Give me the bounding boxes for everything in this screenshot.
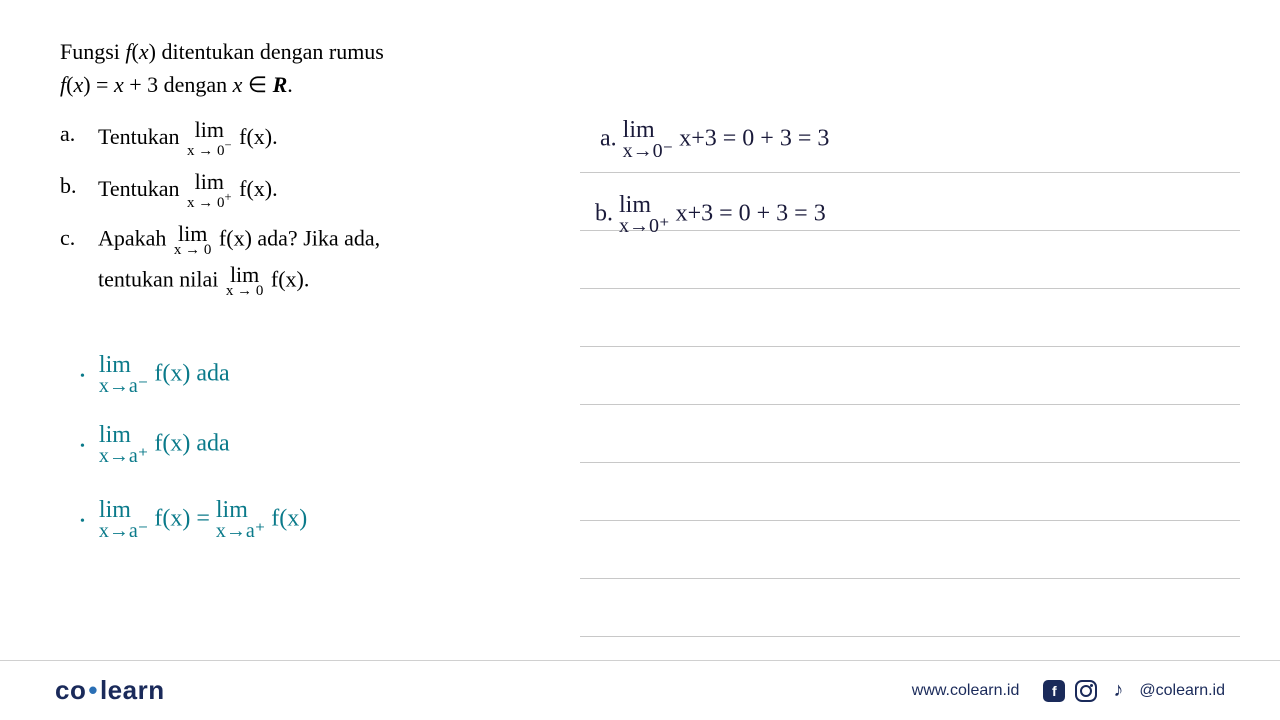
text: + 3 dengan xyxy=(124,72,233,97)
paren: ( xyxy=(132,39,139,64)
limit-notation: limx → 0 xyxy=(226,264,264,299)
social-icons: f ♪ @colearn.id xyxy=(1043,680,1225,702)
footer: co•learn www.colearn.id f ♪ @colearn.id xyxy=(0,660,1280,720)
x: x xyxy=(114,72,124,97)
logo-dot: • xyxy=(88,675,98,705)
logo-co: co xyxy=(55,675,86,705)
c-line2: tentukan nilai limx → 0 f(x). xyxy=(98,264,380,299)
lim-sub: x → 0− xyxy=(187,139,232,159)
c-line1: Apakah limx → 0 f(x) ada? Jika ada, xyxy=(98,223,380,258)
pre: Tentukan xyxy=(98,124,185,149)
limit-notation: limx → 0+ xyxy=(187,171,232,211)
handwritten-note-3: • limx→a⁻ f(x) = limx→a⁺ f(x) xyxy=(80,500,307,540)
rule-line xyxy=(580,463,1240,521)
logo-learn: learn xyxy=(100,675,165,705)
label: b. xyxy=(595,200,613,226)
brand-logo: co•learn xyxy=(55,675,165,706)
intro-line-1: Fungsi f(x) ditentukan dengan rumus xyxy=(60,35,560,68)
text: Fungsi xyxy=(60,39,125,64)
tiktok-icon: ♪ xyxy=(1107,680,1129,702)
label-b: b. xyxy=(60,171,98,211)
lim: lim xyxy=(195,119,224,141)
text: ) ditentukan dengan rumus xyxy=(149,39,384,64)
real: R xyxy=(273,72,288,97)
lim-block: limx→a⁻ xyxy=(99,355,148,395)
lim-block: limx→a⁻ xyxy=(99,500,148,540)
intro-line-2: f(x) = x + 3 dengan x ∈ R. xyxy=(60,68,560,101)
rule-line xyxy=(580,347,1240,405)
label: a. xyxy=(600,125,617,151)
question-c: c. Apakah limx → 0 f(x) ada? Jika ada, t… xyxy=(60,223,560,299)
facebook-icon: f xyxy=(1043,680,1065,702)
rule-line xyxy=(580,521,1240,579)
question-b: b. Tentukan limx → 0+ f(x). xyxy=(60,171,560,211)
in: ∈ xyxy=(242,72,272,97)
lim-block: limx→a⁺ xyxy=(99,425,148,465)
pre: Tentukan xyxy=(98,176,185,201)
text-c: Apakah limx → 0 f(x) ada? Jika ada, tent… xyxy=(98,223,380,299)
rule-line xyxy=(580,231,1240,289)
handwritten-answer-b: b. limx→0⁺ x+3 = 0 + 3 = 3 xyxy=(595,195,826,235)
rule-line xyxy=(580,579,1240,637)
handwritten-answer-a: a. limx→0⁻ x+3 = 0 + 3 = 3 xyxy=(600,120,829,160)
lim-block: limx→0⁻ xyxy=(623,120,674,160)
label-a: a. xyxy=(60,119,98,159)
fx-x: x xyxy=(139,39,149,64)
social-handle: @colearn.id xyxy=(1139,682,1225,700)
limit-notation: limx → 0 xyxy=(174,223,212,258)
lim-block: limx→0⁺ xyxy=(619,195,670,235)
handwritten-note-2: • limx→a⁺ f(x) ada xyxy=(80,425,230,465)
lim-block: limx→a⁺ xyxy=(216,500,265,540)
website-url: www.colearn.id xyxy=(912,682,1020,700)
question-a: a. Tentukan limx → 0− f(x). xyxy=(60,119,560,159)
rule-line xyxy=(580,289,1240,347)
ruled-lines xyxy=(580,115,1240,637)
x: x xyxy=(73,72,83,97)
limit-notation: limx → 0− xyxy=(187,119,232,159)
problem-text: Fungsi f(x) ditentukan dengan rumus f(x)… xyxy=(60,35,560,311)
text-a: Tentukan limx → 0− f(x). xyxy=(98,119,278,159)
f: f xyxy=(234,124,247,149)
bullet-icon: • xyxy=(80,514,85,529)
question-list: a. Tentukan limx → 0− f(x). b. Tentukan … xyxy=(60,119,560,299)
handwritten-note-1: • limx→a⁻ f(x) ada xyxy=(80,355,230,395)
instagram-icon xyxy=(1075,680,1097,702)
text-b: Tentukan limx → 0+ f(x). xyxy=(98,171,278,211)
bullet-icon: • xyxy=(80,369,85,384)
x: x xyxy=(233,72,243,97)
dot: . xyxy=(287,72,293,97)
label-c: c. xyxy=(60,223,98,299)
rule-line xyxy=(580,405,1240,463)
eq: ) = xyxy=(83,72,114,97)
bullet-icon: • xyxy=(80,439,85,454)
